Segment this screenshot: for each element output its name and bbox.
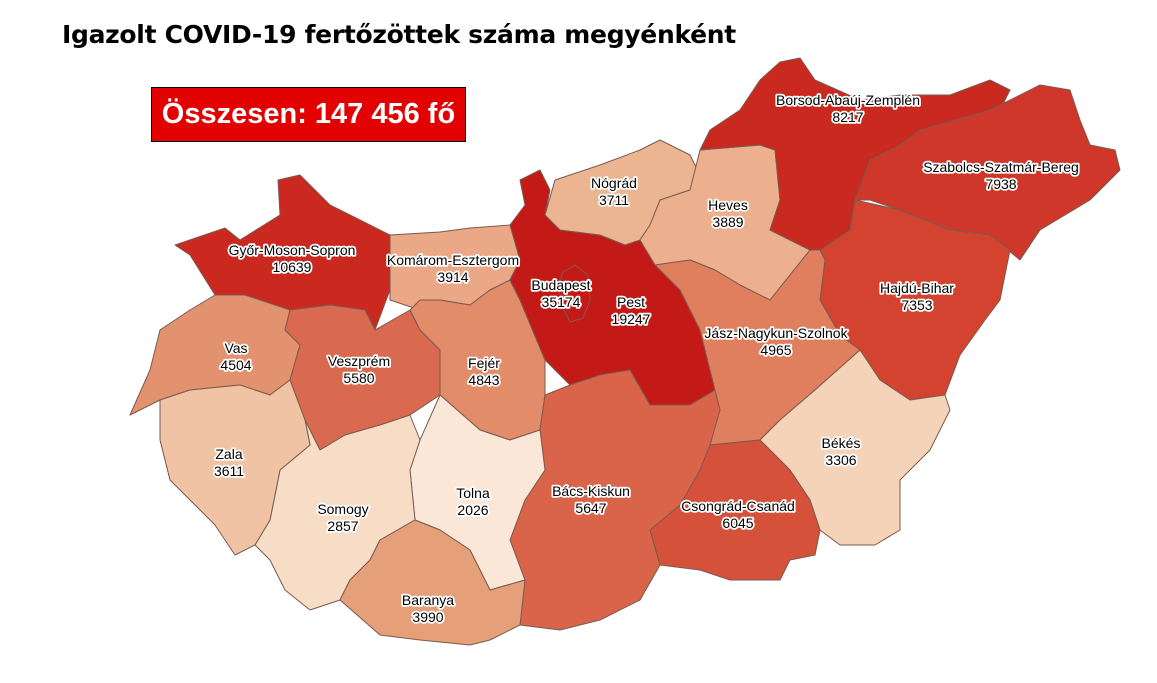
county-name-label: Fejér [468,355,500,371]
county-name-label: Jász-Nagykun-Szolnok [704,325,848,341]
county-value-label: 3990 [412,609,443,625]
county-value-label: 6045 [722,515,753,531]
county-name-label: Baranya [402,592,454,608]
county-name-label: Bács-Kiskun [552,483,630,499]
county-name-label: Budapest [531,277,590,293]
county-value-label: 2857 [327,518,358,534]
county-name-label: Vas [224,340,247,356]
county-name-label: Csongrád-Csanád [681,498,795,514]
county-value-label: 7353 [901,297,932,313]
county-name-label: Hajdú-Bihar [880,280,954,296]
county-value-label: 3711 [599,192,629,208]
county-fejer [409,279,546,441]
county-value-label: 4965 [760,342,791,358]
county-budapest [557,264,591,323]
county-name-label: Heves [708,197,748,213]
total-cases-badge: Összesen: 147 456 fő [151,87,466,142]
county-name-label: Zala [215,446,242,462]
map-title: Igazolt COVID-19 fertőzöttek száma megyé… [62,20,736,49]
county-value-label: 3914 [437,269,468,285]
county-name-label: Somogy [317,501,368,517]
county-value-label: 10639 [273,259,312,275]
county-value-label: 4504 [220,357,251,373]
county-value-label: 2026 [457,502,488,518]
county-value-label: 5580 [343,370,374,386]
county-name-label: Tolna [456,485,490,501]
county-name-label: Pest [617,294,645,310]
county-baranya [339,519,526,646]
county-value-label: 4843 [468,372,499,388]
county-name-label: Komárom-Esztergom [387,252,519,268]
county-value-label: 3611 [214,463,244,479]
county-value-label: 19247 [612,311,651,327]
county-value-label: 35174 [542,294,581,310]
county-value-label: 5647 [575,500,606,516]
county-name-label: Békés [822,435,861,451]
county-zala [159,379,311,556]
county-value-label: 8217 [832,109,863,125]
county-value-label: 7938 [985,176,1016,192]
county-name-label: Veszprém [328,353,390,369]
county-name-label: Nógrád [591,175,637,191]
county-value-label: 3889 [712,214,743,230]
county-name-label: Szabolcs-Szatmár-Bereg [923,159,1079,175]
county-name-label: Borsod-Abaúj-Zemplén [776,92,920,108]
county-value-label: 3306 [825,452,856,468]
county-name-label: Győr-Moson-Sopron [229,242,356,258]
